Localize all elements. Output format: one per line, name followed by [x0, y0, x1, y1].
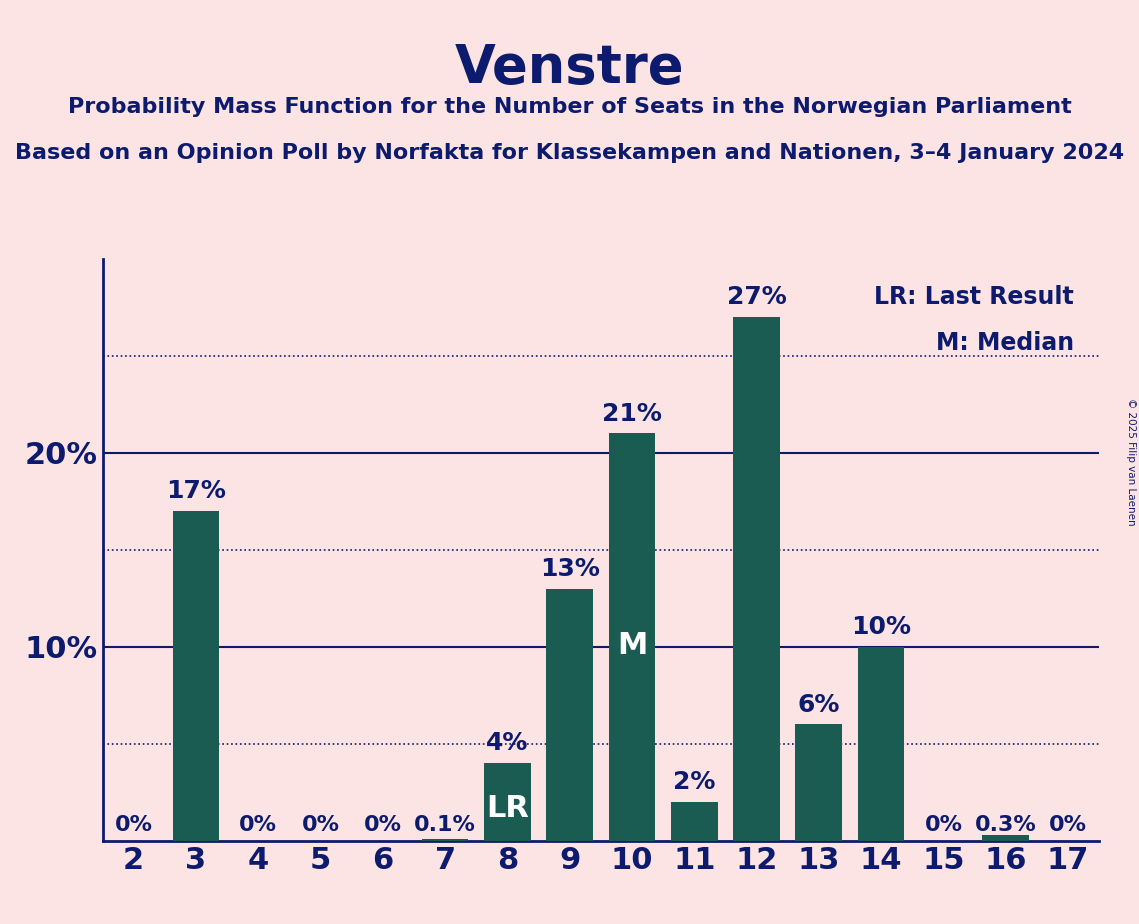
Bar	[173, 511, 220, 841]
Text: 0%: 0%	[302, 815, 339, 835]
Bar	[795, 724, 842, 841]
Text: 0.3%: 0.3%	[975, 815, 1036, 835]
Bar	[734, 317, 780, 841]
Text: 13%: 13%	[540, 557, 599, 581]
Text: 0%: 0%	[363, 815, 402, 835]
Bar	[547, 589, 593, 841]
Bar	[982, 835, 1029, 841]
Text: 0%: 0%	[1049, 815, 1087, 835]
Text: LR: LR	[486, 794, 528, 822]
Text: 0%: 0%	[925, 815, 962, 835]
Text: 4%: 4%	[486, 732, 528, 756]
Bar	[608, 433, 655, 841]
Text: Venstre: Venstre	[454, 42, 685, 93]
Text: 21%: 21%	[603, 402, 662, 426]
Text: 10%: 10%	[851, 615, 911, 639]
Text: M: M	[617, 631, 647, 660]
Text: 27%: 27%	[727, 286, 786, 310]
Bar	[858, 647, 904, 841]
Text: 0%: 0%	[115, 815, 153, 835]
Text: Based on an Opinion Poll by Norfakta for Klassekampen and Nationen, 3–4 January : Based on an Opinion Poll by Norfakta for…	[15, 143, 1124, 164]
Text: © 2025 Filip van Laenen: © 2025 Filip van Laenen	[1126, 398, 1136, 526]
Text: 0.1%: 0.1%	[415, 815, 476, 835]
Text: Probability Mass Function for the Number of Seats in the Norwegian Parliament: Probability Mass Function for the Number…	[67, 97, 1072, 117]
Text: 6%: 6%	[797, 693, 841, 717]
Text: 2%: 2%	[673, 771, 715, 795]
Bar	[671, 802, 718, 841]
Bar	[421, 839, 468, 841]
Bar	[484, 763, 531, 841]
Text: 17%: 17%	[166, 480, 226, 504]
Text: LR: Last Result: LR: Last Result	[875, 285, 1074, 309]
Text: M: Median: M: Median	[936, 332, 1074, 356]
Text: 0%: 0%	[239, 815, 277, 835]
